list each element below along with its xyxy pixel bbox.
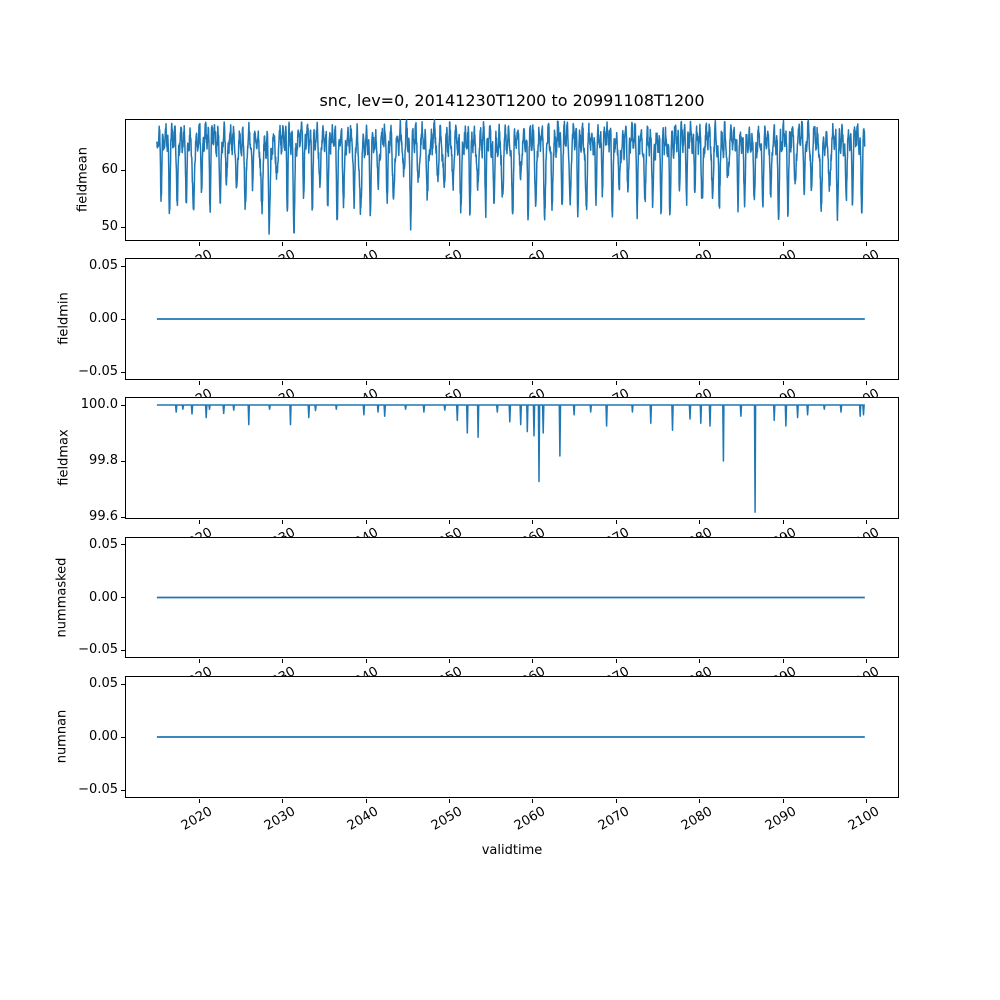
- xtick-mark: [699, 381, 700, 385]
- xtick-label: 2030: [261, 804, 299, 834]
- ytick-label-fieldmax: 100.0: [80, 397, 118, 412]
- xtick-mark: [699, 799, 700, 803]
- ytick-mark-nummasked: [121, 649, 125, 651]
- ytick-label-nummasked: −0.05: [78, 642, 118, 658]
- xtick-mark: [532, 659, 533, 663]
- xtick-mark: [449, 659, 450, 663]
- xtick-mark: [783, 799, 784, 803]
- ytick-mark-numnan: [121, 789, 125, 791]
- xtick-mark: [783, 381, 784, 385]
- axes-box-fieldmean: [125, 119, 899, 241]
- xtick-label: 2100: [845, 804, 882, 834]
- xtick-mark: [866, 520, 867, 524]
- xtick-mark: [366, 520, 367, 524]
- ytick-mark-fieldmin: [121, 318, 125, 320]
- axes-box-fieldmax: [125, 397, 899, 519]
- xtick-mark: [783, 659, 784, 663]
- ytick-mark-fieldmean: [121, 226, 125, 228]
- xtick-mark: [282, 520, 283, 524]
- ytick-mark-fieldmax: [121, 516, 125, 518]
- ytick-mark-fieldmean: [121, 169, 125, 171]
- xtick-label: 2050: [428, 804, 465, 834]
- ytick-mark-fieldmin: [121, 265, 125, 267]
- xtick-mark: [616, 242, 617, 246]
- xtick-label: 2040: [345, 804, 382, 834]
- xtick-mark: [199, 520, 200, 524]
- xtick-mark: [532, 242, 533, 246]
- ytick-mark-fieldmax: [121, 460, 125, 462]
- xtick-mark: [199, 799, 200, 803]
- xtick-mark: [282, 381, 283, 385]
- ytick-label-fieldmax: 99.6: [89, 509, 118, 525]
- x-axis-label: validtime: [481, 843, 543, 858]
- xtick-mark: [866, 381, 867, 385]
- xtick-mark: [616, 799, 617, 803]
- xtick-mark: [199, 381, 200, 385]
- axes-box-nummasked: [125, 537, 899, 658]
- xtick-mark: [199, 242, 200, 246]
- ytick-label-numnan: −0.05: [78, 782, 118, 798]
- xtick-mark: [699, 520, 700, 524]
- xtick-mark: [282, 799, 283, 803]
- axes-box-fieldmin: [125, 258, 899, 380]
- xtick-mark: [783, 242, 784, 246]
- xtick-mark: [532, 381, 533, 385]
- xtick-mark: [532, 520, 533, 524]
- xtick-mark: [282, 659, 283, 663]
- xtick-mark: [616, 659, 617, 663]
- ytick-label-numnan: 0.05: [89, 675, 118, 691]
- ytick-label-fieldmin: −0.05: [78, 364, 118, 380]
- ytick-label-fieldmean: 60: [101, 161, 118, 177]
- xtick-mark: [866, 799, 867, 803]
- xtick-mark: [616, 381, 617, 385]
- xtick-mark: [699, 242, 700, 246]
- xtick-label: 2090: [762, 804, 799, 834]
- xtick-mark: [532, 799, 533, 803]
- y-axis-label-fieldmax: fieldmax: [56, 429, 72, 486]
- xtick-label: 2080: [679, 804, 716, 834]
- y-axis-label-fieldmin: fieldmin: [56, 292, 72, 345]
- xtick-label: 2070: [595, 804, 632, 834]
- figure-title: snc, lev=0, 20141230T1200 to 20991108T12…: [319, 91, 705, 110]
- ytick-label-fieldmin: 0.00: [89, 311, 118, 326]
- xtick-mark: [866, 659, 867, 663]
- xtick-mark: [366, 381, 367, 385]
- xtick-mark: [616, 520, 617, 524]
- xtick-mark: [866, 242, 867, 246]
- ytick-mark-nummasked: [121, 544, 125, 546]
- xtick-mark: [282, 242, 283, 246]
- xtick-mark: [366, 242, 367, 246]
- ytick-mark-nummasked: [121, 597, 125, 598]
- y-axis-label-fieldmean: fieldmean: [75, 147, 91, 212]
- ytick-mark-numnan: [121, 736, 125, 738]
- xtick-mark: [449, 520, 450, 524]
- ytick-label-numnan: 0.00: [89, 729, 118, 744]
- xtick-mark: [449, 242, 450, 246]
- xtick-mark: [366, 799, 367, 803]
- ytick-label-fieldmax: 99.8: [89, 453, 118, 469]
- ytick-mark-numnan: [121, 683, 125, 685]
- ytick-label-fieldmin: 0.05: [89, 257, 118, 273]
- ytick-label-nummasked: 0.00: [89, 589, 118, 605]
- ytick-mark-fieldmin: [121, 371, 125, 373]
- xtick-mark: [449, 381, 450, 385]
- xtick-mark: [783, 520, 784, 524]
- ytick-mark-fieldmax: [121, 404, 125, 406]
- xtick-mark: [366, 659, 367, 663]
- xtick-mark: [199, 659, 200, 663]
- xtick-mark: [449, 799, 450, 803]
- xtick-label: 2060: [512, 804, 549, 834]
- xtick-label: 2020: [178, 804, 215, 834]
- ytick-label-fieldmean: 50: [101, 218, 118, 234]
- y-axis-label-nummasked: nummasked: [54, 557, 70, 637]
- y-axis-label-numnan: numnan: [54, 709, 70, 764]
- axes-box-numnan: [125, 676, 899, 798]
- xtick-mark: [699, 659, 700, 663]
- ytick-label-nummasked: 0.05: [89, 536, 118, 552]
